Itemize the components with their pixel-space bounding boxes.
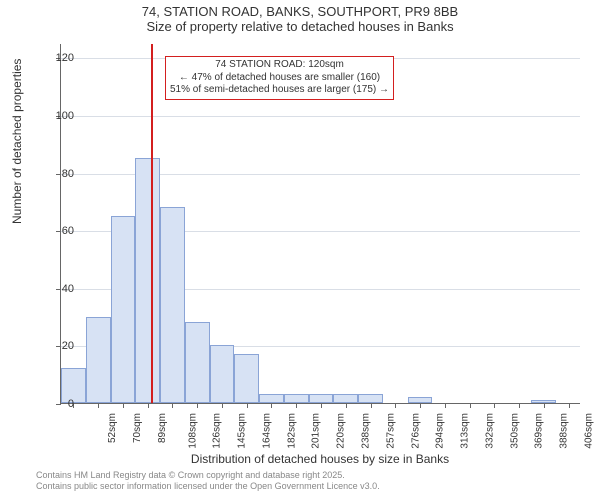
x-tick-label: 182sqm bbox=[286, 413, 297, 449]
histogram-bar bbox=[210, 345, 235, 403]
histogram-bar bbox=[160, 207, 185, 403]
reference-line bbox=[151, 44, 153, 403]
x-tick-label: 220sqm bbox=[336, 413, 347, 449]
x-tick bbox=[420, 403, 421, 408]
x-tick bbox=[197, 403, 198, 408]
histogram-bar bbox=[259, 394, 284, 403]
x-tick-label: 126sqm bbox=[212, 413, 223, 449]
x-tick-label: 52sqm bbox=[107, 413, 118, 443]
histogram-bar bbox=[86, 317, 111, 403]
x-tick bbox=[371, 403, 372, 408]
footer-line1: Contains HM Land Registry data © Crown c… bbox=[36, 470, 380, 481]
x-tick bbox=[148, 403, 149, 408]
annotation-box: 74 STATION ROAD: 120sqm← 47% of detached… bbox=[165, 56, 394, 100]
y-tick-label: 20 bbox=[44, 340, 74, 352]
x-tick bbox=[395, 403, 396, 408]
x-tick bbox=[494, 403, 495, 408]
y-tick-label: 100 bbox=[44, 110, 74, 122]
y-tick-label: 60 bbox=[44, 225, 74, 237]
x-tick bbox=[470, 403, 471, 408]
x-tick-label: 406sqm bbox=[583, 413, 594, 449]
chart-container: 74, STATION ROAD, BANKS, SOUTHPORT, PR9 … bbox=[0, 0, 600, 500]
x-tick-label: 313sqm bbox=[460, 413, 471, 449]
x-tick bbox=[247, 403, 248, 408]
annotation-line: 51% of semi-detached houses are larger (… bbox=[170, 84, 389, 97]
histogram-bar bbox=[309, 394, 334, 403]
x-tick bbox=[445, 403, 446, 408]
x-tick bbox=[346, 403, 347, 408]
chart-title-line1: 74, STATION ROAD, BANKS, SOUTHPORT, PR9 … bbox=[0, 4, 600, 19]
x-tick bbox=[271, 403, 272, 408]
x-tick bbox=[569, 403, 570, 408]
x-tick bbox=[172, 403, 173, 408]
histogram-bar bbox=[234, 354, 259, 403]
x-tick bbox=[519, 403, 520, 408]
x-tick-label: 145sqm bbox=[237, 413, 248, 449]
chart-title-line2: Size of property relative to detached ho… bbox=[0, 19, 600, 34]
histogram-bar bbox=[284, 394, 309, 403]
x-tick-label: 294sqm bbox=[435, 413, 446, 449]
y-tick-label: 0 bbox=[44, 398, 74, 410]
plot-area: 52sqm70sqm89sqm108sqm126sqm145sqm164sqm1… bbox=[60, 44, 580, 404]
histogram-bar bbox=[135, 158, 160, 403]
x-tick-label: 350sqm bbox=[509, 413, 520, 449]
x-axis-label: Distribution of detached houses by size … bbox=[60, 452, 580, 466]
gridline bbox=[61, 116, 580, 117]
x-tick bbox=[321, 403, 322, 408]
y-tick-label: 120 bbox=[44, 52, 74, 64]
y-tick-label: 80 bbox=[44, 168, 74, 180]
x-tick-label: 108sqm bbox=[187, 413, 198, 449]
x-tick-label: 388sqm bbox=[559, 413, 570, 449]
x-tick-label: 201sqm bbox=[311, 413, 322, 449]
x-tick-label: 164sqm bbox=[262, 413, 273, 449]
y-tick-label: 40 bbox=[44, 283, 74, 295]
x-tick-label: 89sqm bbox=[157, 413, 168, 443]
x-tick-label: 332sqm bbox=[484, 413, 495, 449]
annotation-line: 74 STATION ROAD: 120sqm bbox=[170, 59, 389, 72]
histogram-bar bbox=[333, 394, 358, 403]
x-tick-label: 257sqm bbox=[385, 413, 396, 449]
histogram-bar bbox=[111, 216, 136, 403]
histogram-bar bbox=[358, 394, 383, 403]
footer-attribution: Contains HM Land Registry data © Crown c… bbox=[36, 470, 380, 493]
x-tick bbox=[98, 403, 99, 408]
x-tick bbox=[544, 403, 545, 408]
x-tick-label: 369sqm bbox=[534, 413, 545, 449]
y-axis-label: Number of detached properties bbox=[10, 59, 24, 224]
annotation-line: ← 47% of detached houses are smaller (16… bbox=[170, 72, 389, 85]
histogram-bar bbox=[185, 322, 210, 403]
x-tick-label: 70sqm bbox=[132, 413, 143, 443]
x-tick-label: 276sqm bbox=[410, 413, 421, 449]
x-tick bbox=[296, 403, 297, 408]
x-tick bbox=[123, 403, 124, 408]
x-tick bbox=[222, 403, 223, 408]
x-tick-label: 238sqm bbox=[361, 413, 372, 449]
chart-title-block: 74, STATION ROAD, BANKS, SOUTHPORT, PR9 … bbox=[0, 4, 600, 34]
footer-line2: Contains public sector information licen… bbox=[36, 481, 380, 492]
